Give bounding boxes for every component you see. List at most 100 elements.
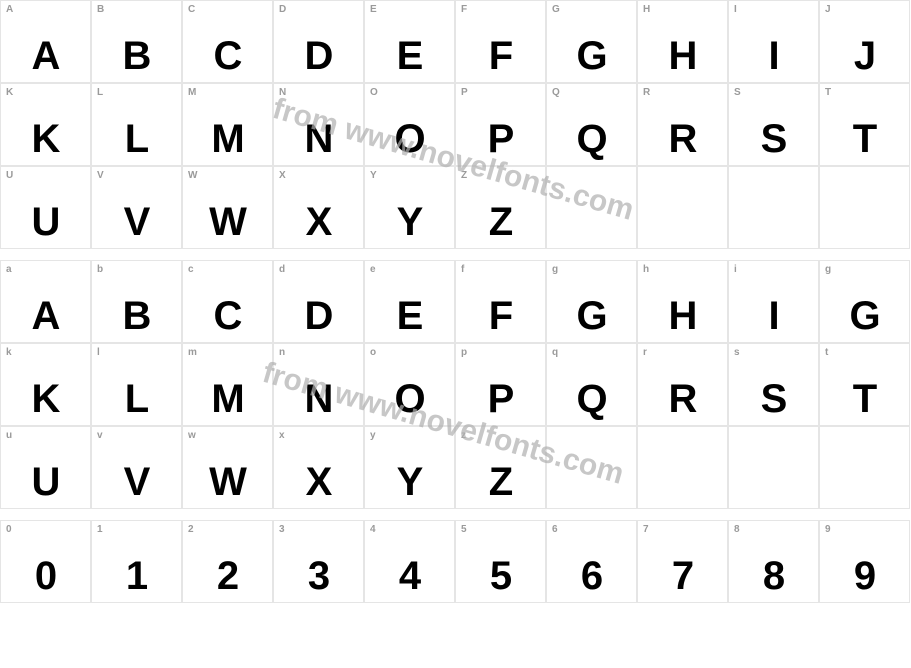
cell-label: n — [279, 347, 285, 358]
glyph-cell: 33 — [273, 520, 364, 603]
cell-label: g — [552, 264, 558, 275]
cell-label: I — [734, 4, 737, 15]
glyph-cell: II — [728, 0, 819, 83]
cell-glyph: S — [761, 379, 787, 419]
cell-glyph: G — [576, 36, 606, 76]
glyph-cell: MM — [182, 83, 273, 166]
empty-cell — [637, 166, 728, 249]
cell-label: y — [370, 430, 376, 441]
empty-cell — [546, 166, 637, 249]
glyph-cell: 55 — [455, 520, 546, 603]
cell-label: b — [97, 264, 103, 275]
glyph-cell: 77 — [637, 520, 728, 603]
empty-cell — [819, 166, 910, 249]
glyph-cell: dD — [273, 260, 364, 343]
empty-cell — [819, 426, 910, 509]
glyph-cell: wW — [182, 426, 273, 509]
cell-glyph: V — [124, 202, 150, 242]
glyph-cell: LL — [91, 83, 182, 166]
cell-label: m — [188, 347, 197, 358]
cell-label: L — [97, 87, 103, 98]
cell-label: E — [370, 4, 377, 15]
glyph-cell: hH — [637, 260, 728, 343]
glyph-cell: qQ — [546, 343, 637, 426]
glyph-cell: eE — [364, 260, 455, 343]
glyph-cell: DD — [273, 0, 364, 83]
cell-glyph: Q — [576, 119, 606, 159]
glyph-cell: cC — [182, 260, 273, 343]
cell-glyph: U — [32, 202, 60, 242]
cell-glyph: O — [394, 379, 424, 419]
glyph-cell: iI — [728, 260, 819, 343]
cell-label: B — [97, 4, 104, 15]
cell-glyph: 8 — [763, 556, 784, 596]
glyph-cell: uU — [0, 426, 91, 509]
cell-label: e — [370, 264, 376, 275]
cell-label: q — [552, 347, 558, 358]
cell-label: 8 — [734, 524, 740, 535]
glyph-cell: FF — [455, 0, 546, 83]
glyph-cell: 44 — [364, 520, 455, 603]
cell-label: W — [188, 170, 197, 181]
glyph-cell: TT — [819, 83, 910, 166]
cell-label: R — [643, 87, 650, 98]
cell-glyph: E — [397, 36, 423, 76]
cell-glyph: H — [669, 296, 697, 336]
glyph-cell: 66 — [546, 520, 637, 603]
cell-label: d — [279, 264, 285, 275]
glyph-cell: gG — [819, 260, 910, 343]
cell-glyph: 2 — [217, 556, 238, 596]
glyph-cell: GG — [546, 0, 637, 83]
cell-glyph: M — [211, 379, 243, 419]
cell-glyph: J — [854, 36, 875, 76]
glyph-cell: sS — [728, 343, 819, 426]
cell-label: s — [734, 347, 740, 358]
cell-glyph: H — [669, 36, 697, 76]
cell-label: C — [188, 4, 195, 15]
empty-cell — [728, 426, 819, 509]
cell-label: J — [825, 4, 831, 15]
cell-label: 2 — [188, 524, 194, 535]
empty-cell — [637, 426, 728, 509]
cell-label: z — [461, 430, 466, 441]
cell-glyph: K — [32, 379, 60, 419]
cell-label: g — [825, 264, 831, 275]
glyph-cell: oO — [364, 343, 455, 426]
glyph-cell: SS — [728, 83, 819, 166]
cell-label: 9 — [825, 524, 831, 535]
cell-glyph: U — [32, 462, 60, 502]
cell-label: a — [6, 264, 12, 275]
cell-glyph: G — [849, 296, 879, 336]
cell-glyph: F — [489, 296, 512, 336]
cell-label: 5 — [461, 524, 467, 535]
glyph-cell: EE — [364, 0, 455, 83]
cell-label: r — [643, 347, 647, 358]
cell-glyph: N — [305, 119, 333, 159]
cell-glyph: 4 — [399, 556, 420, 596]
cell-label: 4 — [370, 524, 376, 535]
cell-glyph: B — [123, 296, 151, 336]
glyph-cell: CC — [182, 0, 273, 83]
cell-label: p — [461, 347, 467, 358]
glyph-cell: AA — [0, 0, 91, 83]
cell-glyph: P — [488, 119, 514, 159]
cell-glyph: E — [397, 296, 423, 336]
cell-glyph: L — [125, 379, 148, 419]
glyph-cell: pP — [455, 343, 546, 426]
row-spacer — [0, 249, 910, 260]
glyph-cell: YY — [364, 166, 455, 249]
cell-glyph: X — [306, 202, 332, 242]
cell-glyph: 7 — [672, 556, 693, 596]
glyph-cell: aA — [0, 260, 91, 343]
cell-label: Q — [552, 87, 560, 98]
cell-glyph: B — [123, 36, 151, 76]
cell-label: X — [279, 170, 286, 181]
glyph-cell: gG — [546, 260, 637, 343]
glyph-cell: bB — [91, 260, 182, 343]
cell-label: H — [643, 4, 650, 15]
cell-glyph: 9 — [854, 556, 875, 596]
cell-label: D — [279, 4, 286, 15]
row-spacer — [0, 509, 910, 520]
glyph-cell: PP — [455, 83, 546, 166]
cell-glyph: W — [209, 202, 246, 242]
